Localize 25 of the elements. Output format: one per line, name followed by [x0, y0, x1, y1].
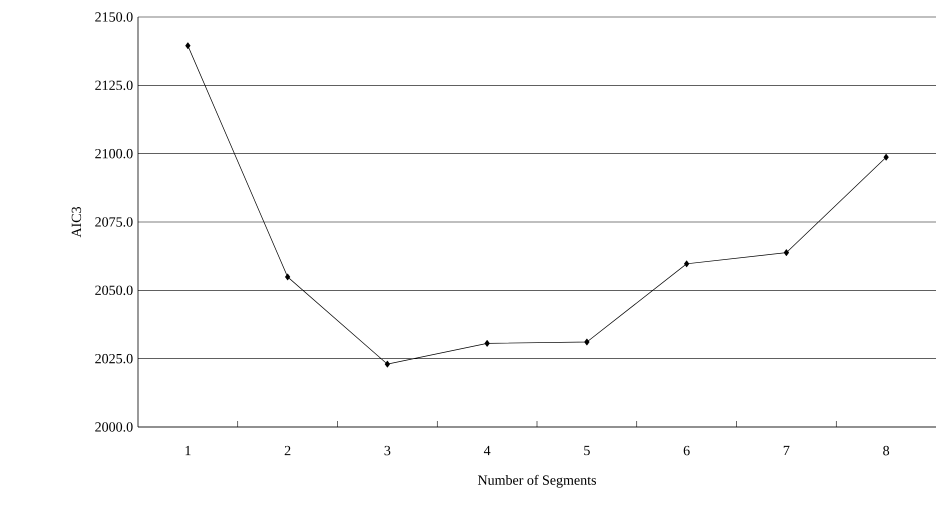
x-axis-title: Number of Segments — [478, 474, 596, 488]
point — [584, 338, 590, 346]
x-tick-label: 3 — [384, 446, 390, 456]
x-tick-label: 4 — [484, 446, 490, 456]
point — [884, 154, 889, 161]
point — [684, 260, 690, 268]
y-tick-label: 2150.0 — [95, 12, 133, 22]
y-tick-label: 2025.0 — [95, 354, 133, 364]
point — [285, 274, 290, 280]
x-tick-label: 2 — [284, 446, 290, 456]
point — [484, 340, 490, 347]
y-axis-title: AIC3 — [72, 206, 82, 238]
y-tick-label: 2075.0 — [95, 217, 133, 227]
x-tick-label: 8 — [883, 446, 890, 456]
x-tick-label: 7 — [784, 446, 790, 456]
y-tick-label: 2050.0 — [95, 286, 133, 296]
x-tick-label: 1 — [186, 446, 191, 456]
point — [185, 42, 190, 50]
x-tick-label: 6 — [684, 446, 690, 456]
y-tick-label: 2125.0 — [95, 80, 133, 90]
x-tick-label: 5 — [584, 446, 590, 456]
y-tick-label: 2100.0 — [95, 148, 133, 158]
y-tick-label: 2000.0 — [95, 422, 133, 432]
point — [784, 249, 789, 256]
point — [384, 360, 390, 368]
